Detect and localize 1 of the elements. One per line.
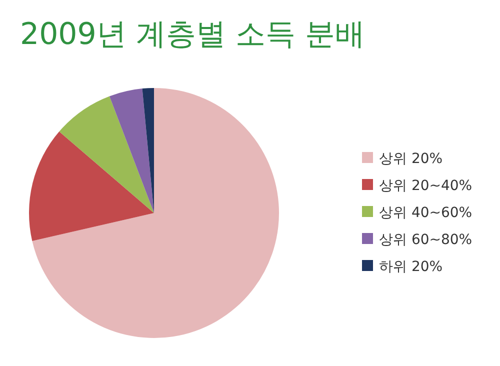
title: 2009년 계층별 소득 분배: [20, 17, 365, 52]
